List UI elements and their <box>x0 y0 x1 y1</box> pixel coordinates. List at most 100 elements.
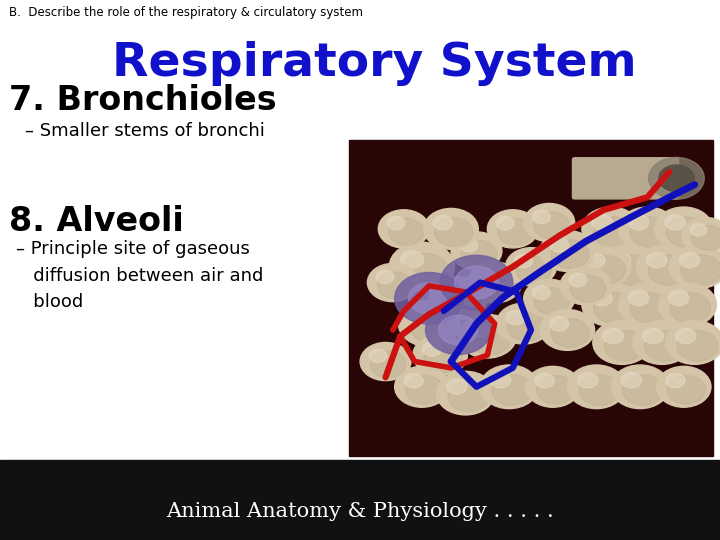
Circle shape <box>629 215 649 230</box>
Circle shape <box>390 242 454 291</box>
Circle shape <box>549 238 569 252</box>
Circle shape <box>670 293 711 323</box>
Circle shape <box>582 207 640 251</box>
Circle shape <box>492 375 533 406</box>
Circle shape <box>508 312 546 341</box>
Circle shape <box>681 255 720 285</box>
Text: – Principle site of gaseous
   diffusion between air and
   blood: – Principle site of gaseous diffusion be… <box>16 240 264 311</box>
Circle shape <box>400 251 423 268</box>
Circle shape <box>367 264 418 302</box>
Circle shape <box>668 291 689 306</box>
Circle shape <box>435 218 473 246</box>
Circle shape <box>657 366 711 407</box>
Circle shape <box>551 240 589 268</box>
Circle shape <box>404 374 423 388</box>
Circle shape <box>603 328 624 343</box>
Circle shape <box>623 375 663 406</box>
Circle shape <box>462 240 497 267</box>
Text: B.  Describe the role of the respiratory & circulatory system: B. Describe the role of the respiratory … <box>9 6 363 19</box>
FancyBboxPatch shape <box>572 158 679 199</box>
Text: Animal Anatomy & Physiology . . . . .: Animal Anatomy & Physiology . . . . . <box>166 502 554 521</box>
Circle shape <box>459 314 516 358</box>
Circle shape <box>593 293 634 323</box>
Circle shape <box>440 255 513 310</box>
Text: Respiratory System: Respiratory System <box>112 40 636 85</box>
Circle shape <box>667 375 706 404</box>
Circle shape <box>523 204 575 241</box>
Circle shape <box>426 306 491 354</box>
Circle shape <box>424 344 462 373</box>
Circle shape <box>405 375 444 404</box>
Circle shape <box>560 267 611 305</box>
Circle shape <box>551 319 589 347</box>
Circle shape <box>647 253 667 268</box>
Circle shape <box>506 310 525 325</box>
Circle shape <box>429 276 487 320</box>
Circle shape <box>533 286 551 299</box>
Circle shape <box>496 217 514 230</box>
Circle shape <box>469 322 489 338</box>
Circle shape <box>478 271 516 300</box>
Circle shape <box>441 286 482 317</box>
Circle shape <box>534 288 570 315</box>
Circle shape <box>389 218 424 245</box>
Circle shape <box>424 208 478 249</box>
Circle shape <box>592 215 613 230</box>
Circle shape <box>570 275 606 302</box>
Circle shape <box>592 291 613 306</box>
Circle shape <box>540 231 595 272</box>
Circle shape <box>409 308 431 325</box>
Circle shape <box>675 328 696 343</box>
Circle shape <box>377 270 394 284</box>
Circle shape <box>648 255 689 285</box>
Circle shape <box>618 207 677 251</box>
Circle shape <box>636 245 695 288</box>
Circle shape <box>460 239 478 252</box>
Circle shape <box>611 253 631 268</box>
Circle shape <box>369 349 387 362</box>
Circle shape <box>577 373 598 388</box>
Circle shape <box>398 300 460 347</box>
Circle shape <box>387 217 405 230</box>
Circle shape <box>505 248 557 286</box>
Circle shape <box>540 309 595 350</box>
Circle shape <box>665 321 720 364</box>
Circle shape <box>490 373 510 388</box>
Circle shape <box>649 158 704 199</box>
Circle shape <box>515 254 532 268</box>
Circle shape <box>549 316 569 331</box>
Circle shape <box>378 210 429 248</box>
Circle shape <box>436 372 495 415</box>
Circle shape <box>413 335 467 376</box>
Circle shape <box>433 215 452 230</box>
Circle shape <box>395 366 449 407</box>
Circle shape <box>516 256 552 283</box>
Circle shape <box>497 303 551 344</box>
Circle shape <box>567 365 626 409</box>
Circle shape <box>446 379 467 394</box>
Circle shape <box>666 374 685 388</box>
Circle shape <box>690 224 707 236</box>
Circle shape <box>605 330 645 361</box>
Circle shape <box>423 342 441 356</box>
Circle shape <box>533 210 551 224</box>
Circle shape <box>536 375 575 404</box>
Circle shape <box>439 284 460 300</box>
Circle shape <box>644 330 685 361</box>
Circle shape <box>451 232 502 270</box>
Circle shape <box>470 324 510 355</box>
Text: 7. Bronchioles: 7. Bronchioles <box>9 84 276 117</box>
Circle shape <box>454 266 498 299</box>
Bar <box>349 140 713 456</box>
Circle shape <box>410 311 454 343</box>
Circle shape <box>659 165 694 192</box>
Circle shape <box>487 210 539 248</box>
Circle shape <box>630 217 670 247</box>
Text: 8. Alveoli: 8. Alveoli <box>9 205 184 238</box>
Circle shape <box>654 207 713 251</box>
Circle shape <box>630 293 670 323</box>
Text: – Smaller stems of bronchi: – Smaller stems of bronchi <box>25 122 265 139</box>
Circle shape <box>477 269 496 284</box>
Circle shape <box>498 218 534 245</box>
Circle shape <box>593 321 651 364</box>
